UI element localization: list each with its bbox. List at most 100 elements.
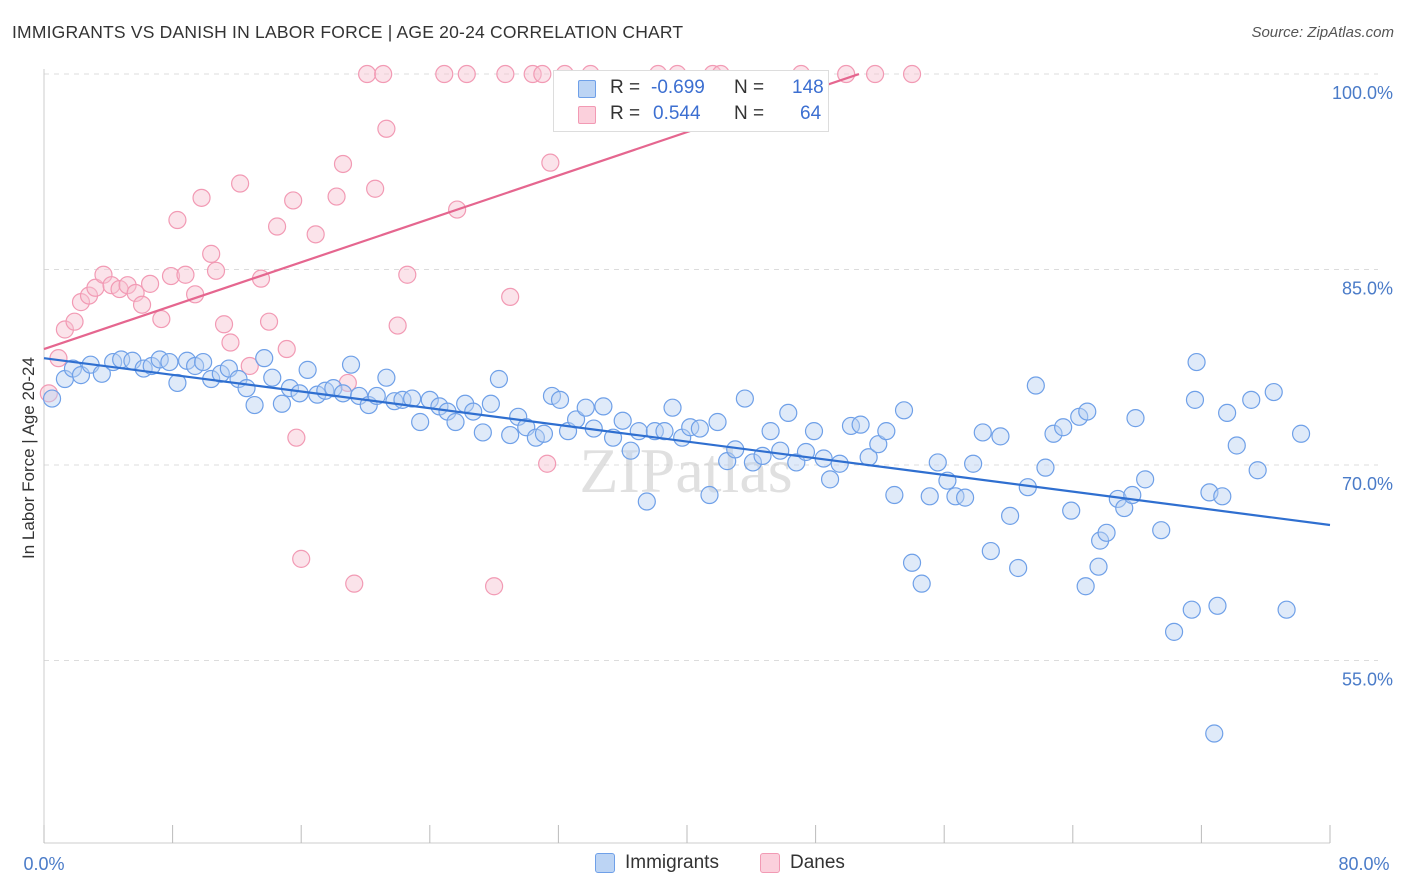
danes-point bbox=[202, 244, 221, 263]
immigrants-point bbox=[1205, 724, 1224, 743]
immigrants-point bbox=[637, 492, 656, 511]
y-tick-label: 85.0% bbox=[1342, 279, 1393, 299]
immigrants-point bbox=[1036, 458, 1055, 477]
danes-point bbox=[292, 549, 311, 568]
immigrants-point bbox=[333, 384, 353, 403]
axes bbox=[43, 69, 1331, 844]
danes-legend-swatch bbox=[760, 853, 780, 873]
danes-point bbox=[287, 428, 306, 447]
immigrants-point bbox=[489, 369, 509, 389]
danes-point bbox=[152, 309, 171, 329]
danes-point bbox=[306, 225, 325, 244]
immigrants-point bbox=[1062, 501, 1081, 520]
y-axis-label: In Labor Force | Age 20-24 bbox=[19, 357, 38, 559]
immigrants-point bbox=[594, 397, 613, 416]
n-value: 148 bbox=[792, 77, 824, 98]
y-tick-label: 100.0% bbox=[1332, 83, 1393, 103]
immigrants-point bbox=[761, 422, 780, 441]
immigrants-point bbox=[830, 454, 849, 473]
immigrants-point bbox=[298, 360, 317, 379]
danes-point bbox=[176, 265, 195, 284]
danes-point bbox=[457, 64, 476, 84]
immigrants-point bbox=[885, 485, 904, 505]
immigrants-point bbox=[403, 389, 422, 408]
danes-point bbox=[541, 153, 560, 172]
n-label: N = bbox=[734, 103, 765, 124]
danes-point bbox=[435, 64, 454, 84]
immigrants-point bbox=[771, 441, 790, 460]
immigrants-point bbox=[981, 541, 1000, 561]
x-tick-labels: 0.0% 80.0% bbox=[23, 854, 1389, 874]
danes-point bbox=[333, 154, 353, 174]
immigrants-point bbox=[743, 453, 763, 472]
y-tick-labels: 55.0% 70.0% 85.0% 100.0% bbox=[1332, 83, 1393, 690]
y-tick-label: 55.0% bbox=[1342, 670, 1393, 690]
chart-title: IMMIGRANTS VS DANISH IN LABOR FORCE | AG… bbox=[12, 22, 684, 42]
immigrants-point bbox=[534, 424, 554, 443]
immigrants-point bbox=[1026, 376, 1045, 395]
immigrants-point bbox=[1097, 523, 1116, 542]
immigrants-point bbox=[473, 423, 492, 442]
immigrants-point bbox=[902, 553, 922, 572]
immigrants-point bbox=[1164, 622, 1184, 641]
immigrants-point bbox=[621, 441, 640, 460]
danes-point bbox=[377, 119, 396, 138]
immigrants-point bbox=[1076, 577, 1095, 596]
immigrants-point bbox=[946, 487, 965, 506]
danes-point bbox=[39, 384, 58, 403]
correlation-legend: R = -0.699 N = 148 R = 0.544 N = 64 bbox=[553, 70, 829, 132]
danes-point bbox=[214, 315, 234, 334]
immigrants-point bbox=[869, 435, 888, 454]
immigrants-swatch bbox=[578, 80, 596, 98]
immigrants-legend-label: Immigrants bbox=[625, 852, 719, 873]
danes-points bbox=[39, 64, 922, 596]
danes-point bbox=[65, 312, 84, 331]
danes-point bbox=[865, 64, 885, 84]
immigrants-point bbox=[1218, 403, 1237, 422]
immigrants-point bbox=[245, 395, 264, 415]
immigrants-point bbox=[1291, 424, 1311, 443]
immigrants-point bbox=[1264, 382, 1283, 402]
immigrants-point bbox=[877, 422, 896, 441]
immigrants-point bbox=[708, 412, 727, 432]
immigrants-point bbox=[681, 418, 700, 437]
immigrants-point bbox=[255, 349, 274, 368]
immigrants-point bbox=[1242, 390, 1261, 409]
danes-point bbox=[140, 274, 160, 293]
immigrants-point bbox=[1054, 418, 1073, 437]
immigrants-point bbox=[735, 389, 754, 408]
r-value: 0.544 bbox=[653, 103, 701, 124]
gridlines bbox=[44, 73, 1378, 662]
danes-point bbox=[277, 339, 296, 359]
immigrants-point bbox=[464, 402, 483, 421]
immigrants-points bbox=[42, 349, 1311, 743]
danes-point bbox=[398, 265, 417, 284]
x-tick-label-min: 0.0% bbox=[23, 854, 64, 874]
immigrants-point bbox=[1089, 557, 1108, 576]
danes-point bbox=[366, 179, 385, 198]
immigrants-point bbox=[1187, 352, 1206, 372]
immigrants-point bbox=[613, 411, 632, 430]
danes-point bbox=[358, 64, 377, 84]
source-credit: Source: ZipAtlas.com bbox=[1251, 24, 1394, 41]
immigrants-point bbox=[851, 415, 870, 434]
immigrants-point bbox=[1152, 521, 1171, 540]
danes-point bbox=[523, 64, 542, 84]
immigrants-point bbox=[1227, 436, 1246, 455]
immigrants-point bbox=[1126, 409, 1145, 428]
immigrants-point bbox=[1182, 600, 1201, 619]
danes-point bbox=[126, 283, 145, 303]
r-label: R = bbox=[610, 77, 641, 98]
immigrants-point bbox=[820, 470, 840, 489]
danes-point bbox=[496, 64, 515, 84]
danes-point bbox=[538, 454, 557, 473]
danes-point bbox=[485, 577, 504, 596]
danes-point bbox=[55, 320, 74, 339]
immigrants-point bbox=[1044, 424, 1063, 443]
n-label: N = bbox=[734, 77, 765, 98]
x-tick-label-max: 80.0% bbox=[1338, 854, 1389, 874]
danes-point bbox=[837, 64, 856, 84]
immigrants-point bbox=[1136, 470, 1155, 489]
immigrants-point bbox=[1009, 558, 1028, 578]
